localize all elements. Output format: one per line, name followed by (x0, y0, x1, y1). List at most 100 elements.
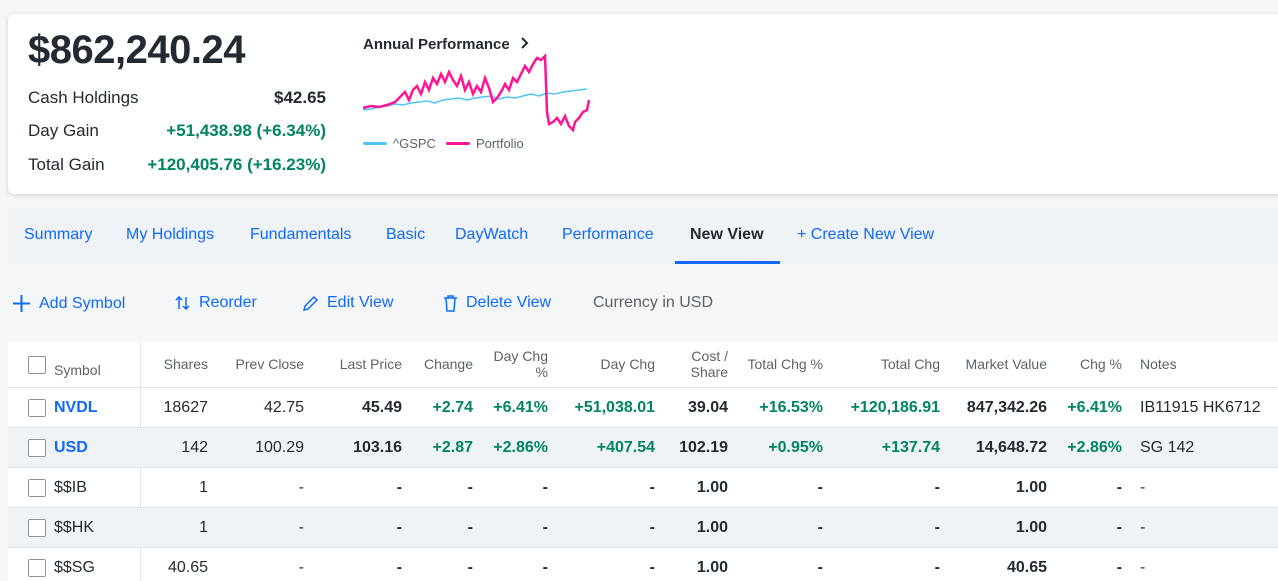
row-checkbox[interactable] (28, 399, 46, 417)
row-checkbox[interactable] (28, 479, 46, 497)
notes-cell[interactable]: - (1140, 559, 1146, 576)
change-cell: - (467, 559, 473, 576)
last-price-cell: 45.49 (361, 399, 402, 416)
select-all-checkbox[interactable] (28, 356, 46, 374)
table-row[interactable]: USD 142 100.29 103.16 +2.87 +2.86% +407.… (8, 427, 1278, 468)
table-row[interactable]: $$IB 1 - - - - - 1.00 - - 1.00 - - (8, 467, 1278, 508)
day-chg-pct-cell: +2.86% (493, 439, 548, 456)
performance-sparkline (362, 53, 591, 133)
add-symbol-label: Add Symbol (39, 294, 126, 312)
total-chg-pct-cell: +16.53% (759, 399, 823, 416)
cost-share-cell: 1.00 (696, 519, 728, 536)
day-chg-pct-cell: +6.41% (493, 399, 548, 416)
col-header-day-chg-pct[interactable]: Day Chg % (493, 348, 548, 380)
day-chg-pct-cell: - (542, 479, 548, 496)
total-gain-value: +120,405.76 (+16.23%) (147, 155, 326, 174)
tab-summary[interactable]: Summary (24, 226, 93, 243)
shares-cell: 40.65 (167, 559, 208, 576)
notes-cell[interactable]: IB11915 HK6712 (1140, 399, 1261, 416)
add-symbol-button[interactable]: Add Symbol (12, 294, 125, 313)
currency-indicator: Currency in USD (593, 294, 714, 311)
total-chg-cell: - (934, 559, 940, 576)
symbol-link[interactable]: NVDL (54, 399, 98, 416)
total-chg-cell: +120,186.91 (850, 399, 940, 416)
last-price-cell: - (396, 519, 402, 536)
total-chg-cell: - (934, 519, 940, 536)
table-row[interactable]: $$SG 40.65 - - - - - 1.00 - - 40.65 - - (8, 547, 1278, 581)
market-value-cell: 1.00 (1015, 519, 1047, 536)
col-header-shares[interactable]: Shares (163, 356, 208, 372)
legend-swatch (446, 142, 470, 145)
col-header-cost-share[interactable]: Cost / Share (690, 348, 728, 380)
pencil-icon (302, 295, 319, 311)
total-gain-label: Total Gain (28, 155, 105, 174)
reorder-button[interactable]: Reorder (175, 294, 257, 312)
total-chg-pct-cell: - (817, 519, 823, 536)
day-chg-cell: - (649, 559, 655, 576)
notes-cell[interactable]: - (1140, 519, 1146, 536)
chg-pct-cell: - (1116, 479, 1122, 496)
notes-cell[interactable]: SG 142 (1140, 439, 1195, 456)
delete-view-label: Delete View (466, 294, 552, 311)
tab-create-new-view[interactable]: + Create New View (797, 226, 935, 243)
chg-pct-cell: +2.86% (1067, 439, 1122, 456)
day-gain-value: +51,438.98 (+6.34%) (166, 121, 326, 140)
annual-performance-link[interactable]: Annual Performance (363, 36, 529, 53)
tab-my-holdings[interactable]: My Holdings (126, 226, 215, 243)
notes-cell[interactable]: - (1140, 479, 1146, 496)
portfolio-total-value: $862,240.24 (28, 28, 245, 72)
row-checkbox[interactable] (28, 559, 46, 577)
change-cell: - (467, 479, 473, 496)
change-cell: +2.87 (432, 439, 473, 456)
market-value-cell: 847,342.26 (966, 399, 1047, 416)
trash-icon (444, 294, 457, 312)
shares-cell: 142 (181, 439, 208, 456)
legend-portfolio: Portfolio (446, 136, 524, 151)
last-price-cell: 103.16 (353, 439, 402, 456)
chg-pct-cell: - (1116, 519, 1122, 536)
col-header-total-chg[interactable]: Total Chg (880, 356, 940, 372)
col-header-prev-close[interactable]: Prev Close (235, 356, 304, 372)
col-header-last-price[interactable]: Last Price (339, 356, 402, 372)
tab-performance[interactable]: Performance (562, 226, 654, 243)
symbol-label[interactable]: $$HK (54, 519, 95, 536)
shares-cell: 1 (199, 479, 208, 496)
col-header-market-value[interactable]: Market Value (965, 356, 1047, 372)
gspc-line (362, 88, 588, 111)
total-gain-row: Total Gain +120,405.76 (+16.23%) (28, 155, 326, 175)
edit-view-label: Edit View (327, 294, 394, 311)
legend-label: Portfolio (476, 136, 524, 151)
col-header-notes[interactable]: Notes (1140, 356, 1177, 372)
legend-swatch (363, 142, 387, 145)
reorder-icon (175, 295, 190, 311)
edit-view-button[interactable]: Edit View (302, 294, 393, 312)
shares-cell: 1 (199, 519, 208, 536)
total-chg-pct-cell: - (817, 479, 823, 496)
total-chg-pct-cell: - (817, 559, 823, 576)
table-row[interactable]: NVDL 18627 42.75 45.49 +2.74 +6.41% +51,… (8, 387, 1278, 428)
col-header-total-chg-pct[interactable]: Total Chg % (747, 356, 823, 372)
col-header-day-chg[interactable]: Day Chg (600, 356, 655, 372)
cost-share-cell: 39.04 (687, 399, 728, 416)
tab-fundamentals[interactable]: Fundamentals (250, 226, 352, 243)
holdings-table: Symbol Shares Prev Close Last Price Chan… (8, 342, 1278, 581)
symbol-label[interactable]: $$IB (54, 479, 87, 496)
symbol-label[interactable]: $$SG (54, 559, 95, 576)
table-row[interactable]: $$HK 1 - - - - - 1.00 - - 1.00 - - (8, 507, 1278, 548)
row-checkbox[interactable] (28, 519, 46, 537)
row-checkbox[interactable] (28, 439, 46, 457)
tab-basic[interactable]: Basic (386, 226, 426, 243)
prev-close-cell: - (298, 479, 304, 496)
active-tab-indicator (675, 261, 780, 264)
col-header-symbol[interactable]: Symbol (54, 362, 101, 378)
col-header-chg-pct[interactable]: Chg % (1079, 356, 1122, 372)
change-cell: - (467, 519, 473, 536)
day-chg-cell: +407.54 (596, 439, 655, 456)
tab-new-view[interactable]: New View (690, 226, 764, 243)
tab-daywatch[interactable]: DayWatch (455, 226, 529, 243)
col-header-change[interactable]: Change (423, 356, 473, 372)
portfolio-summary-card: $862,240.24 Cash Holdings $42.65 Day Gai… (8, 14, 1278, 194)
change-cell: +2.74 (432, 399, 473, 416)
symbol-link[interactable]: USD (54, 439, 88, 456)
delete-view-button[interactable]: Delete View (443, 294, 551, 312)
